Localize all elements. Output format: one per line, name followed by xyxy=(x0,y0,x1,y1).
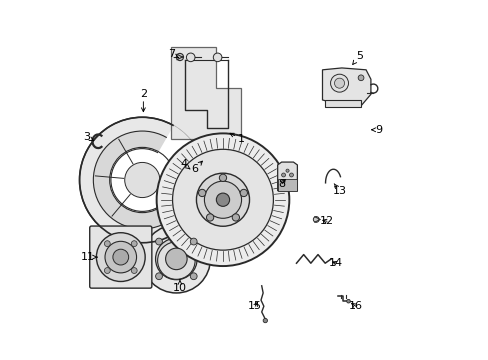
Circle shape xyxy=(213,53,222,62)
Circle shape xyxy=(263,319,267,323)
Polygon shape xyxy=(277,162,297,191)
Polygon shape xyxy=(322,68,370,105)
Circle shape xyxy=(104,267,110,274)
Circle shape xyxy=(155,238,197,280)
Text: 14: 14 xyxy=(328,258,343,268)
Circle shape xyxy=(313,217,319,222)
Circle shape xyxy=(93,131,191,229)
Circle shape xyxy=(80,117,204,243)
Circle shape xyxy=(330,74,348,92)
Text: 16: 16 xyxy=(348,301,362,311)
Circle shape xyxy=(190,273,197,280)
Circle shape xyxy=(219,174,226,181)
Text: 6: 6 xyxy=(190,161,202,174)
Polygon shape xyxy=(324,100,361,108)
Circle shape xyxy=(289,173,293,177)
Circle shape xyxy=(204,181,241,218)
Text: 8: 8 xyxy=(278,179,285,189)
Circle shape xyxy=(190,238,197,245)
Circle shape xyxy=(198,189,205,197)
Circle shape xyxy=(357,75,363,81)
Text: 15: 15 xyxy=(248,301,262,311)
Circle shape xyxy=(155,273,162,280)
Circle shape xyxy=(334,78,344,88)
Text: 12: 12 xyxy=(319,216,333,226)
Text: 3: 3 xyxy=(83,132,93,142)
Text: 4: 4 xyxy=(180,159,189,169)
Polygon shape xyxy=(277,179,297,191)
FancyBboxPatch shape xyxy=(89,226,152,288)
Circle shape xyxy=(176,53,183,60)
Text: 5: 5 xyxy=(352,51,362,64)
Circle shape xyxy=(157,242,195,279)
Wedge shape xyxy=(142,126,204,234)
Circle shape xyxy=(104,241,110,247)
Text: 2: 2 xyxy=(140,89,146,112)
Text: 7: 7 xyxy=(168,49,178,59)
Polygon shape xyxy=(171,47,241,139)
Circle shape xyxy=(172,149,273,250)
Circle shape xyxy=(186,53,195,62)
Circle shape xyxy=(96,233,145,282)
Circle shape xyxy=(206,214,213,221)
Circle shape xyxy=(165,248,187,270)
Text: 13: 13 xyxy=(332,184,346,197)
Circle shape xyxy=(131,267,137,274)
Circle shape xyxy=(196,173,249,226)
Circle shape xyxy=(131,241,137,247)
Text: 9: 9 xyxy=(371,125,382,135)
Circle shape xyxy=(113,249,128,265)
Circle shape xyxy=(285,169,288,172)
Circle shape xyxy=(155,238,162,245)
Circle shape xyxy=(156,134,289,266)
Circle shape xyxy=(109,147,175,213)
Circle shape xyxy=(124,162,160,198)
Circle shape xyxy=(232,214,239,221)
Circle shape xyxy=(142,225,210,293)
Text: 1: 1 xyxy=(229,133,244,144)
Text: 11: 11 xyxy=(80,252,97,262)
Circle shape xyxy=(346,300,349,303)
Circle shape xyxy=(216,193,229,206)
Circle shape xyxy=(105,241,136,273)
Text: 10: 10 xyxy=(173,280,186,293)
Circle shape xyxy=(240,189,247,197)
Circle shape xyxy=(281,173,285,177)
